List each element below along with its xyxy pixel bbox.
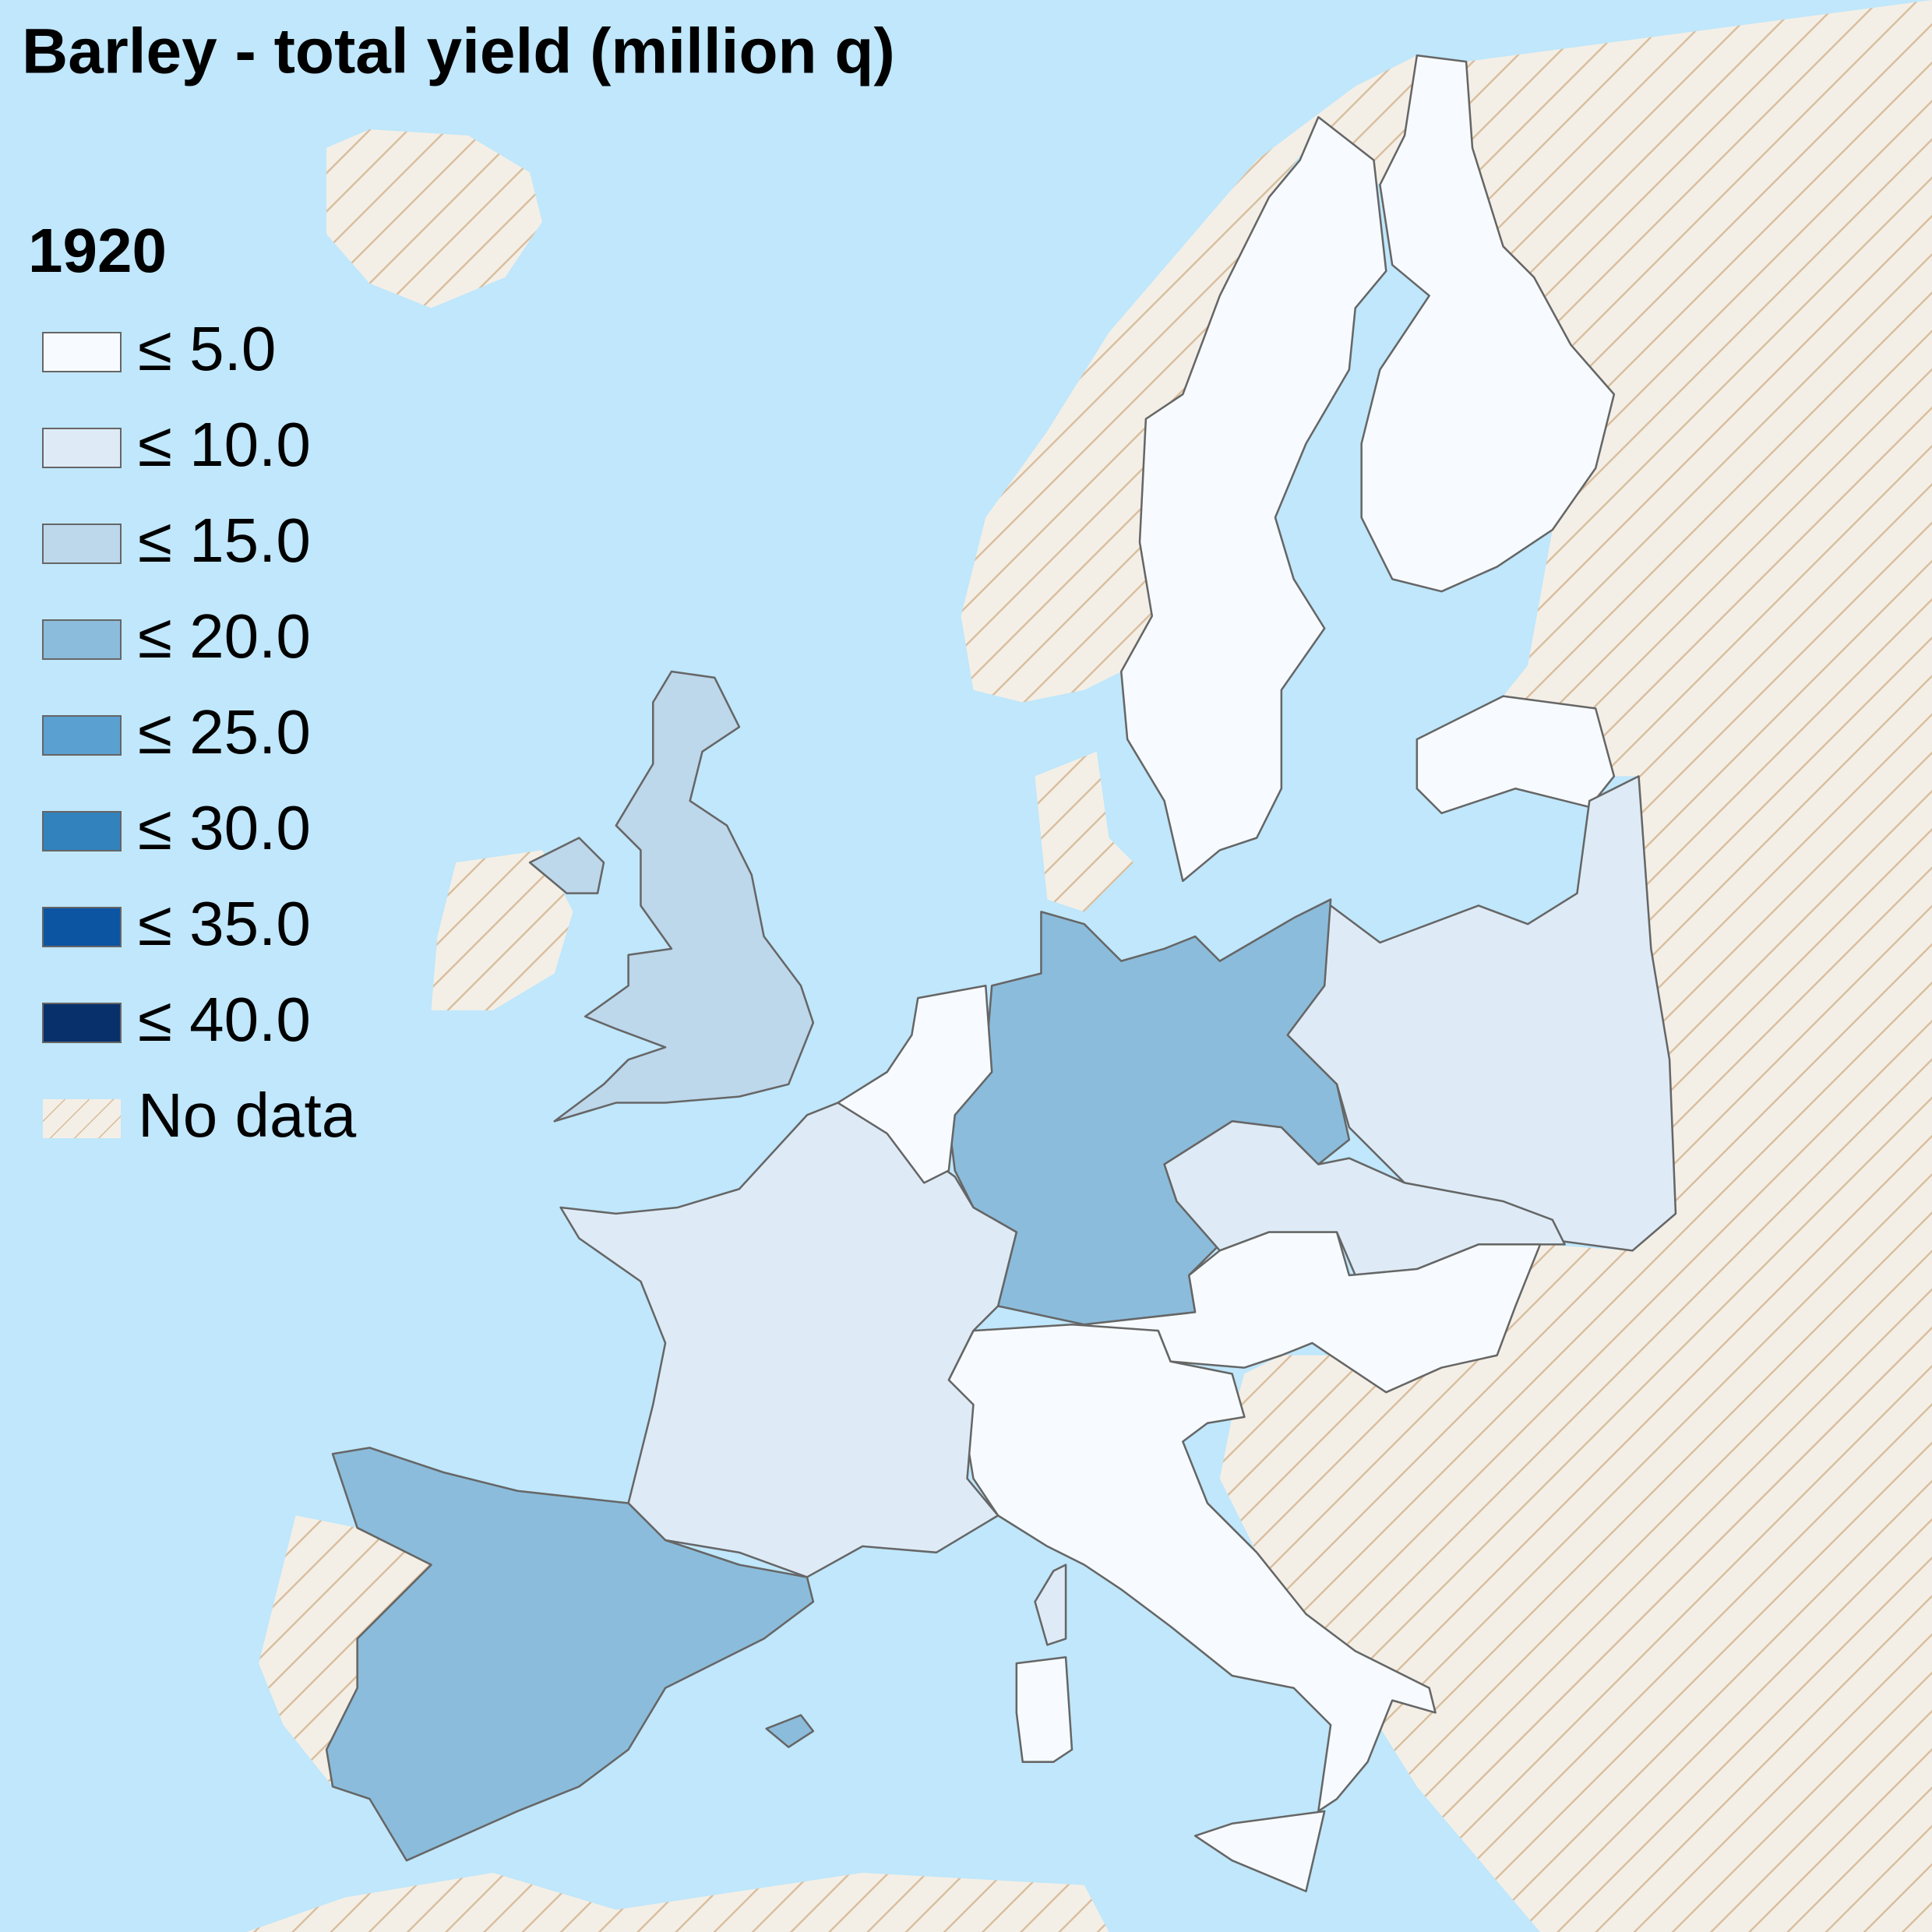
- country: [325, 1447, 815, 1862]
- legend-swatch: [42, 811, 122, 851]
- legend: ≤ 5.0 ≤ 10.0 ≤ 15.0 ≤ 20.0 ≤ 25.0 ≤ 30.0 ≤ 35.…: [42, 314, 357, 1150]
- land-no-data: [961, 55, 1417, 703]
- country: [559, 1102, 1018, 1578]
- country: [1034, 1564, 1067, 1646]
- legend-label: ≤ 30.0: [138, 793, 311, 862]
- country: [837, 985, 993, 1184]
- legend-title: 1920: [28, 216, 167, 285]
- legend-label: ≤ 40.0: [138, 985, 311, 1054]
- legend-swatch: [42, 332, 122, 372]
- country: [553, 670, 815, 1123]
- land-no-data: [1219, 0, 1932, 1932]
- legend-swatch: [42, 1003, 122, 1043]
- legend-label: ≤ 20.0: [138, 601, 311, 671]
- legend-swatch: [42, 907, 122, 947]
- land-no-data: [431, 850, 573, 1010]
- legend-swatch: [43, 1099, 121, 1138]
- legend-label: ≤ 5.0: [138, 314, 276, 383]
- country: [1360, 54, 1616, 593]
- country: [947, 1323, 1437, 1813]
- land-no-data: [259, 1515, 432, 1787]
- legend-label: ≤ 35.0: [138, 889, 311, 958]
- legend-label: ≤ 10.0: [138, 410, 311, 479]
- country: [528, 837, 605, 894]
- country: [1416, 695, 1616, 815]
- legend-swatch: [42, 524, 122, 564]
- land-no-data: [246, 1873, 1109, 1932]
- legend-swatch: [42, 715, 122, 756]
- country: [1015, 1655, 1074, 1763]
- land-no-data: [326, 129, 542, 308]
- legend-swatch: [42, 428, 122, 468]
- legend-label: No data: [138, 1081, 357, 1150]
- country: [765, 1714, 815, 1748]
- legend-label: ≤ 25.0: [138, 697, 311, 767]
- land-no-data: [1035, 751, 1134, 912]
- map-title: Barley - total yield (million q): [22, 16, 895, 87]
- legend-label: ≤ 15.0: [138, 506, 311, 575]
- country: [1193, 1810, 1326, 1893]
- country: [1119, 115, 1387, 883]
- map-shapes: [246, 0, 1932, 1932]
- legend-swatch: [42, 619, 122, 660]
